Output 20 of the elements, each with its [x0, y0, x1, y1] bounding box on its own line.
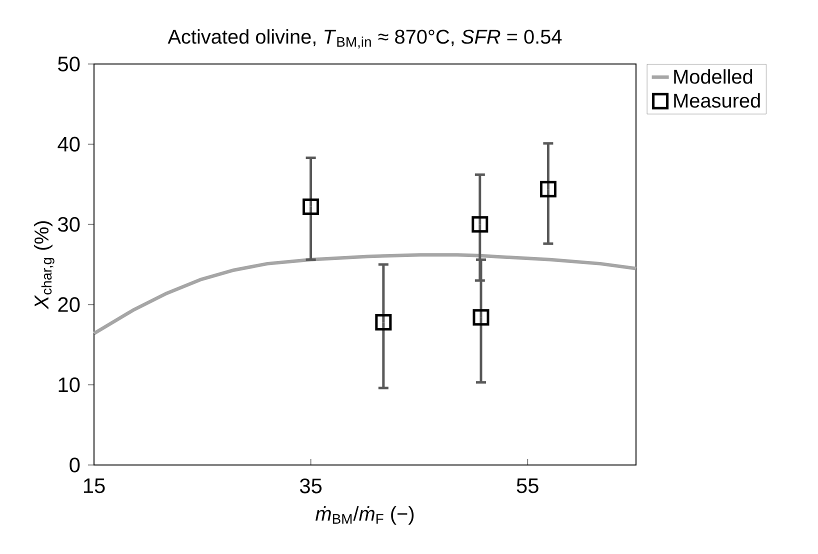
x-tick-label: 15: [84, 478, 105, 494]
y-tick-label: 10: [58, 377, 80, 392]
y-tick-label: 50: [58, 56, 80, 72]
x-tick-label: 55: [516, 478, 538, 494]
chart-title: Activated olivine, T$_{BM,in}$ ≈ 870°C, SFR = 0.54: [168, 29, 562, 48]
line-series: [92, 253, 638, 336]
x-axis-title: ṁ$_{BM}$/ṁ$_{F}$ (−): [316, 506, 414, 525]
y-tick-label: 20: [58, 297, 80, 312]
y-tick-label: 30: [58, 216, 80, 232]
y-tick-label: 40: [58, 136, 80, 152]
point: [472, 309, 490, 326]
legend-label: Modelled: [674, 69, 752, 84]
point: [375, 314, 392, 330]
y-tick-label: 0: [70, 458, 80, 472]
y-axis-title: X$_{char,g}$ (%): [34, 221, 54, 310]
point: [472, 216, 488, 233]
point: [540, 180, 556, 198]
legend-label: Measured: [674, 93, 760, 108]
point: [302, 198, 320, 215]
x-tick-label: 35: [300, 478, 322, 494]
